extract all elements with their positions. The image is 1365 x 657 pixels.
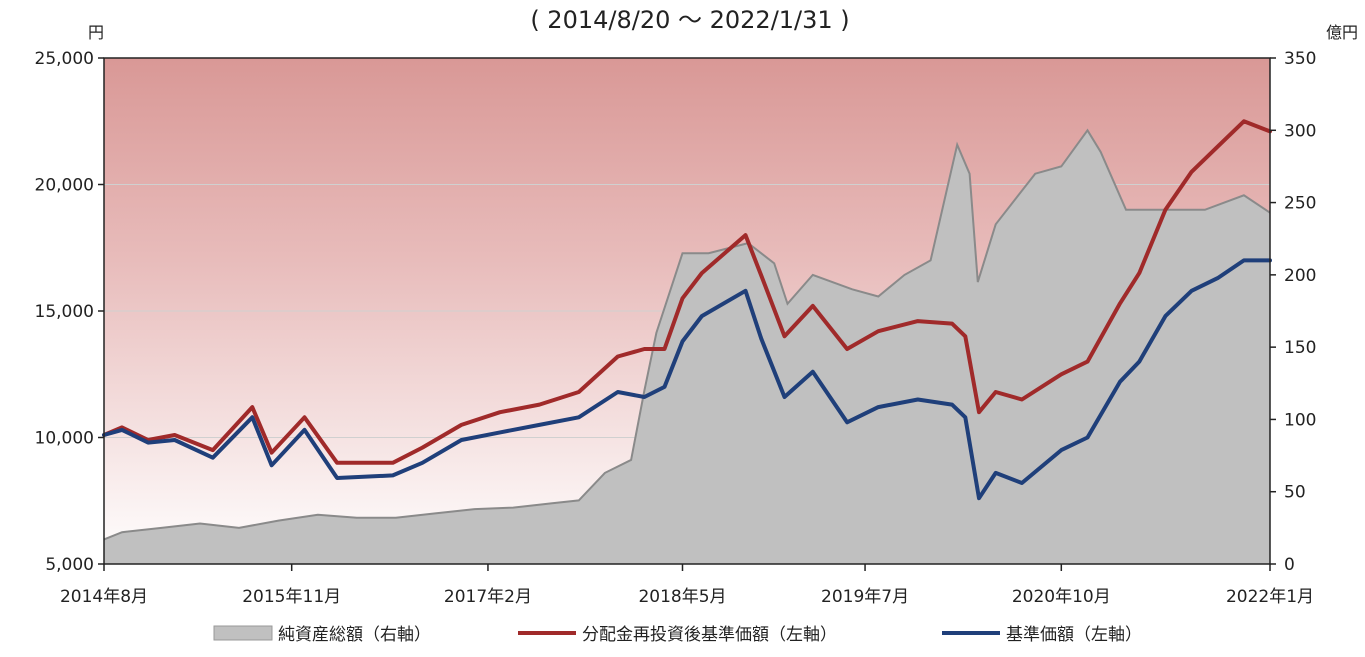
right-tick-label: 150 xyxy=(1284,338,1316,358)
right-tick-label: 100 xyxy=(1284,410,1316,430)
x-tick-label: 2014年8月 xyxy=(60,587,148,607)
right-tick-label: 350 xyxy=(1284,49,1316,69)
right-tick-label: 300 xyxy=(1284,121,1316,141)
x-tick-label: 2018年5月 xyxy=(638,587,726,607)
right-axis-unit: 億円 xyxy=(1326,23,1358,42)
x-tick-label: 2022年1月 xyxy=(1226,587,1314,607)
right-tick-label: 50 xyxy=(1284,483,1306,503)
legend-label-nav: 基準価額（左軸） xyxy=(1006,625,1142,645)
legend: 純資産総額（右軸） 分配金再投資後基準価額（左軸） 基準価額（左軸） xyxy=(213,625,1142,645)
legend-label-net-assets: 純資産総額（右軸） xyxy=(278,625,431,645)
left-tick-label: 15,000 xyxy=(35,302,94,322)
left-tick-label: 20,000 xyxy=(35,176,94,196)
legend-label-reinvested-nav: 分配金再投資後基準価額（左軸） xyxy=(582,625,837,645)
left-axis-unit: 円 xyxy=(88,23,104,42)
series-line-nav xyxy=(102,258,1272,501)
x-tick-label: 2015年11月 xyxy=(242,587,341,607)
axes-layer: 5,000 10,000 15,000 20,000 25,000 0 50 100 150 20… xyxy=(35,49,1317,607)
x-tick-label: 2017年2月 xyxy=(444,587,532,607)
chart-title: ( 2014/8/20 ～ 2022/1/31 ) xyxy=(530,6,849,34)
left-tick-label: 5,000 xyxy=(45,555,94,575)
right-tick-label: 0 xyxy=(1284,555,1295,575)
right-tick-label: 250 xyxy=(1284,194,1316,214)
series-area-net-assets xyxy=(104,130,1270,565)
series-line-reinvested-nav xyxy=(102,119,1272,465)
left-tick-label: 10,000 xyxy=(35,429,94,449)
left-tick-label: 25,000 xyxy=(35,49,94,69)
legend-swatch-net-assets xyxy=(213,625,273,641)
x-tick-label: 2019年7月 xyxy=(821,587,909,607)
x-tick-label: 2020年10月 xyxy=(1012,587,1111,607)
line-layer xyxy=(102,119,1272,501)
right-tick-label: 200 xyxy=(1284,266,1316,286)
